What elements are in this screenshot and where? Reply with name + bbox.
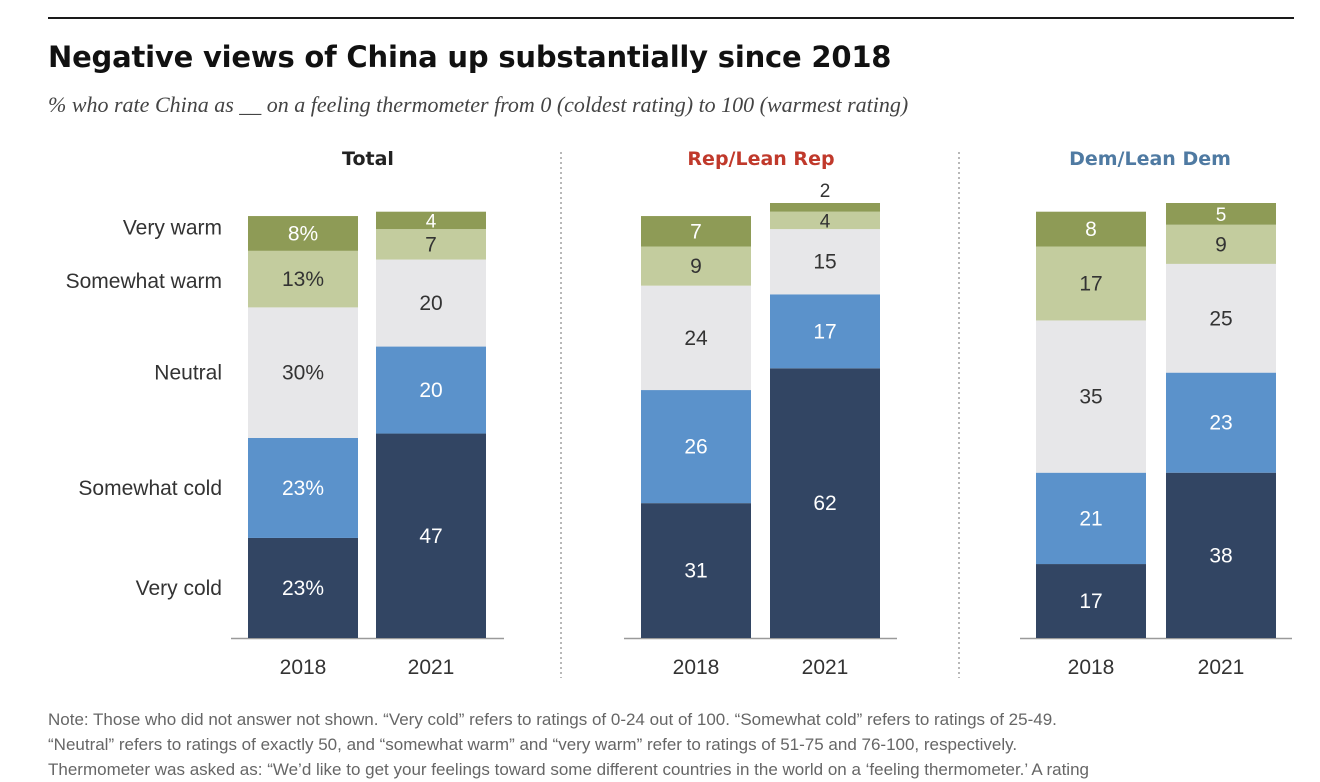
bar-segment-somewhat-warm bbox=[248, 250, 358, 308]
data-label: 35 bbox=[1079, 386, 1102, 409]
bar-segment-somewhat-warm bbox=[1036, 246, 1146, 321]
data-label: 9 bbox=[1215, 233, 1227, 256]
row-label: Somewhat cold bbox=[78, 477, 222, 500]
data-label: 8 bbox=[1085, 218, 1097, 241]
note-line-2: “Neutral” refers to ratings of exactly 5… bbox=[48, 735, 1018, 754]
bar-segment-somewhat-warm bbox=[1166, 224, 1276, 264]
bar-segment-neutral bbox=[248, 307, 358, 438]
bar-segment-somewhat-cold bbox=[376, 346, 486, 434]
bar-segment-very-warm bbox=[770, 203, 880, 212]
data-label: 31 bbox=[684, 560, 707, 583]
data-label: 15 bbox=[813, 251, 836, 274]
bar-segment-very-cold bbox=[376, 433, 486, 638]
data-label: 38 bbox=[1209, 544, 1232, 567]
x-tick-label: 2018 bbox=[673, 656, 720, 679]
x-tick-label: 2021 bbox=[1198, 656, 1245, 679]
bar-segment-somewhat-warm bbox=[770, 211, 880, 230]
row-label: Very cold bbox=[136, 577, 222, 600]
bar-segment-neutral bbox=[641, 285, 751, 391]
row-label: Neutral bbox=[154, 362, 222, 385]
group-title: Dem/Lean Dem bbox=[1069, 148, 1231, 170]
row-label: Very warm bbox=[123, 216, 222, 239]
data-label: 26 bbox=[684, 436, 707, 459]
top-rule bbox=[48, 17, 1294, 19]
data-label: 5 bbox=[1216, 205, 1227, 226]
data-label: 25 bbox=[1209, 307, 1232, 330]
data-label: 13% bbox=[282, 268, 324, 291]
bar-segment-somewhat-cold bbox=[1036, 472, 1146, 565]
data-label: 7 bbox=[690, 220, 702, 243]
data-label: 4 bbox=[426, 211, 437, 232]
data-label: 7 bbox=[425, 233, 437, 256]
bar-segment-very-warm bbox=[248, 216, 358, 251]
data-label: 17 bbox=[1079, 590, 1102, 613]
x-tick-label: 2021 bbox=[408, 656, 455, 679]
bar-segment-very-cold bbox=[1166, 472, 1276, 638]
x-tick-label: 2021 bbox=[802, 656, 849, 679]
data-label: 23 bbox=[1209, 412, 1232, 435]
bar-segment-very-cold bbox=[641, 503, 751, 638]
chart-title: Negative views of China up substantially… bbox=[48, 40, 892, 74]
stacked-bar-chart: Total23%23%30%13%8%2018472020742021Rep/L… bbox=[66, 148, 1292, 679]
note-line-1: Note: Those who did not answer not shown… bbox=[48, 710, 1057, 729]
bar-segment-somewhat-cold bbox=[641, 390, 751, 504]
group-title: Rep/Lean Rep bbox=[687, 148, 834, 170]
bar-segment-somewhat-warm bbox=[376, 229, 486, 260]
x-tick-label: 2018 bbox=[1068, 656, 1115, 679]
bar-segment-very-cold bbox=[248, 537, 358, 638]
data-label: 20 bbox=[419, 292, 442, 315]
chart-subtitle: % who rate China as __ on a feeling ther… bbox=[48, 92, 909, 117]
bar-segment-somewhat-warm bbox=[641, 246, 751, 286]
data-label: 62 bbox=[813, 492, 836, 515]
bar-segment-neutral bbox=[376, 259, 486, 347]
chart-note: Note: Those who did not answer not shown… bbox=[48, 707, 1298, 782]
bar-segment-very-cold bbox=[770, 368, 880, 638]
bar-segment-very-warm bbox=[1166, 203, 1276, 225]
group-title: Total bbox=[342, 148, 394, 170]
bar-segment-very-warm bbox=[1036, 211, 1146, 247]
bar-segment-very-warm bbox=[641, 216, 751, 247]
bar-segment-very-cold bbox=[1036, 564, 1146, 638]
data-label: 23% bbox=[282, 477, 324, 500]
row-label: Somewhat warm bbox=[66, 270, 222, 293]
bar-segment-somewhat-cold bbox=[248, 437, 358, 538]
data-label: 47 bbox=[419, 525, 442, 548]
bar-segment-somewhat-cold bbox=[770, 294, 880, 369]
data-label: 21 bbox=[1079, 507, 1102, 530]
x-tick-label: 2018 bbox=[280, 656, 327, 679]
data-label: 20 bbox=[419, 379, 442, 402]
data-label: 23% bbox=[282, 577, 324, 600]
data-label: 8% bbox=[288, 222, 318, 245]
data-label: 17 bbox=[1079, 272, 1102, 295]
data-label: 17 bbox=[813, 320, 836, 343]
bar-segment-neutral bbox=[1036, 320, 1146, 473]
bar-segment-neutral bbox=[1166, 263, 1276, 373]
data-label: 30% bbox=[282, 362, 324, 385]
bar-segment-neutral bbox=[770, 229, 880, 295]
data-label: 24 bbox=[684, 327, 708, 350]
data-label: 2 bbox=[820, 181, 831, 202]
bar-segment-somewhat-cold bbox=[1166, 372, 1276, 473]
data-label: 9 bbox=[690, 255, 702, 278]
data-label: 4 bbox=[820, 211, 831, 232]
bar-segment-very-warm bbox=[376, 211, 486, 230]
